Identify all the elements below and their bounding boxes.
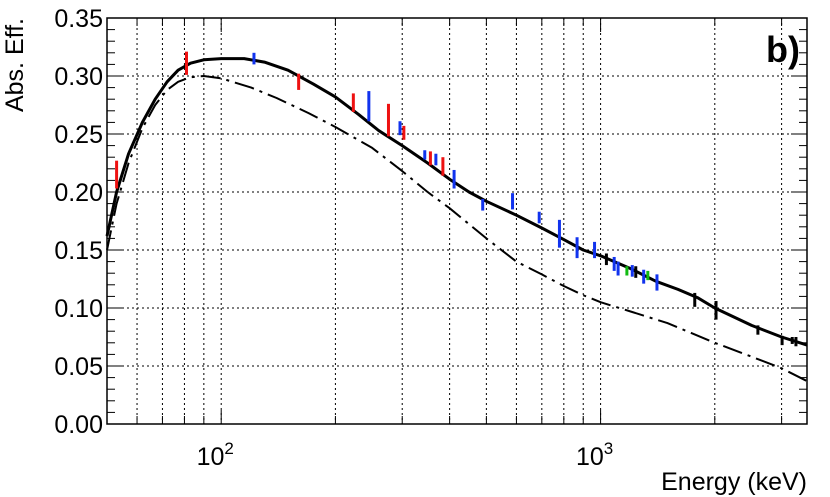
x-tick-label: 102 (197, 439, 234, 471)
y-tick-label: 0.25 (54, 121, 103, 149)
x-tick-label: 103 (576, 439, 613, 471)
curves (105, 57, 808, 382)
y-axis-title: Abs. Eff. (1, 18, 29, 112)
x-tick-labels: 102 103 (197, 439, 614, 471)
plot-frame (106, 17, 808, 425)
y-tick-label: 0.35 (54, 5, 103, 33)
x-axis-title: Energy (keV) (661, 468, 807, 496)
panel-label: b) (766, 29, 800, 70)
y-tick-label: 0.30 (54, 63, 103, 91)
grid (107, 18, 807, 424)
model-curve (106, 75, 808, 382)
y-tick-label: 0.05 (54, 353, 103, 381)
y-tick-label: 0.20 (54, 179, 103, 207)
y-tick-label: 0.00 (54, 411, 103, 439)
fit-curve (105, 57, 808, 347)
y-tick-labels: 0.00 0.05 0.10 0.15 0.20 0.25 0.30 0.35 (54, 5, 103, 439)
y-tick-label: 0.10 (54, 295, 103, 323)
axis-ticks (106, 17, 807, 425)
data-points (115, 51, 798, 347)
y-tick-label: 0.15 (54, 237, 103, 265)
